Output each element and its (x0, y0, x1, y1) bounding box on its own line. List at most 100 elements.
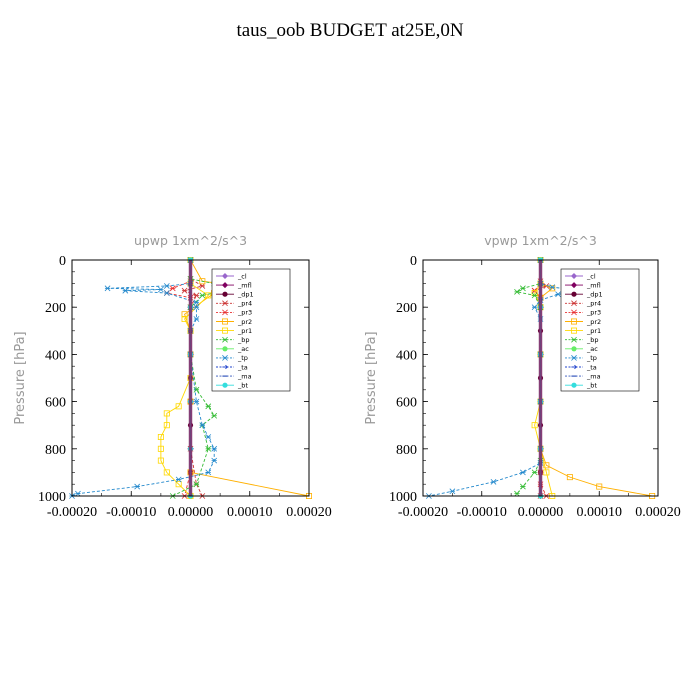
data-point (205, 434, 212, 440)
data-point (175, 476, 182, 483)
data-point (163, 283, 170, 289)
legend-marker (570, 272, 578, 280)
data-point (449, 488, 456, 495)
x-tick-label: 0.00010 (577, 505, 623, 520)
data-point (163, 469, 170, 476)
data-point (549, 285, 556, 292)
legend-marker (221, 282, 229, 289)
data-point (199, 422, 206, 429)
data-point (531, 304, 538, 311)
legend-label: _ta (586, 363, 597, 371)
legend-marker (221, 318, 228, 325)
legend-label: _bt (586, 382, 597, 390)
legend-label: _pr1 (237, 327, 252, 335)
legend-marker (571, 364, 578, 370)
legend-label: _cl (586, 272, 596, 280)
legend-label: _ma (237, 372, 252, 380)
x-tick-label: -0.00020 (398, 505, 448, 520)
y-tick-label: 600 (45, 396, 66, 411)
data-point (205, 403, 212, 410)
data-point (211, 445, 218, 452)
legend-box (560, 268, 640, 392)
data-point (531, 469, 538, 476)
legend-marker (571, 309, 577, 316)
legend-marker (571, 327, 578, 334)
legend-label: _pr3 (237, 309, 252, 317)
panel-title: vpwp 1xm^2/s^3 (484, 233, 597, 248)
data-point (104, 285, 111, 292)
legend-marker (222, 355, 228, 361)
data-point (211, 412, 218, 419)
legend-label: _tp (237, 354, 248, 362)
legend-marker (222, 382, 228, 388)
legend-label: _cl (237, 272, 247, 280)
data-point (134, 483, 141, 490)
data-point (163, 290, 170, 296)
plot-frame (422, 259, 659, 497)
y-axis-label: Pressure [hPa] (364, 331, 379, 424)
data-point (531, 292, 538, 299)
data-point (193, 481, 200, 488)
data-point (193, 292, 200, 299)
legend-label: _pr1 (586, 327, 601, 335)
legend-marker (222, 309, 228, 316)
x-tick-label: 0.00020 (635, 505, 681, 520)
legend-marker (221, 272, 229, 280)
legend-box (211, 268, 291, 392)
legend-label: _dp1 (237, 291, 254, 299)
data-point (193, 299, 200, 306)
data-point (163, 410, 170, 417)
legend: _cl_mfl_dp1_pr4_pr3_pr2_pr1_bp_ac_tp_ta_… (560, 268, 640, 392)
legend-label: _mfl (586, 281, 601, 289)
series-tp (425, 257, 585, 499)
data-point (199, 278, 206, 285)
series-line (71, 260, 215, 497)
data-point (169, 285, 176, 292)
y-tick-label: 400 (396, 348, 417, 363)
data-point (596, 483, 603, 490)
data-point (211, 457, 218, 464)
data-point (157, 457, 164, 464)
data-point (490, 478, 497, 485)
y-tick-label: 800 (396, 443, 417, 458)
series-line (165, 260, 191, 497)
data-point (205, 469, 212, 476)
legend-label: _ac (586, 345, 598, 353)
data-point (555, 291, 562, 298)
y-tick-label: 0 (59, 254, 66, 269)
y-tick-label: 200 (45, 301, 66, 316)
data-point (175, 403, 182, 410)
panel-2: vpwp 1xm^2/s^3 Pressure [hPa] -0.00020 -0.0… (364, 233, 681, 520)
data-point (199, 292, 206, 299)
data-point (205, 292, 212, 299)
y-tick-label: 200 (396, 301, 417, 316)
legend-marker (571, 382, 577, 388)
x-tick-label: -0.00020 (47, 505, 97, 520)
data-point (205, 445, 212, 452)
legend-label: _bp (237, 336, 250, 344)
panel-1: upwp 1xm^2/s^3 Pressure [hPa] -0.00020 -0.0… (13, 233, 332, 520)
legend-marker (570, 282, 578, 289)
data-point (181, 287, 188, 294)
legend-label: _pr2 (237, 318, 252, 326)
y-tick-label: 1000 (38, 490, 66, 505)
series-line (428, 260, 582, 497)
legend-label: _pr4 (237, 300, 252, 308)
y-tick-label: 1000 (389, 490, 417, 505)
legend-marker (222, 336, 228, 343)
figure-title: taus_oob BUDGET at25E,0N (236, 20, 464, 41)
data-point (514, 288, 520, 295)
data-point (175, 481, 182, 488)
legend-label: _tp (586, 354, 597, 362)
y-tick-label: 400 (45, 348, 66, 363)
data-point (519, 469, 526, 476)
legend-marker (571, 291, 577, 297)
data-point (181, 315, 188, 322)
legend-label: _pr4 (586, 300, 601, 308)
legend-marker (222, 291, 228, 297)
data-point (122, 287, 129, 294)
data-point (514, 490, 520, 497)
data-point (193, 316, 200, 322)
series-line (160, 260, 209, 497)
